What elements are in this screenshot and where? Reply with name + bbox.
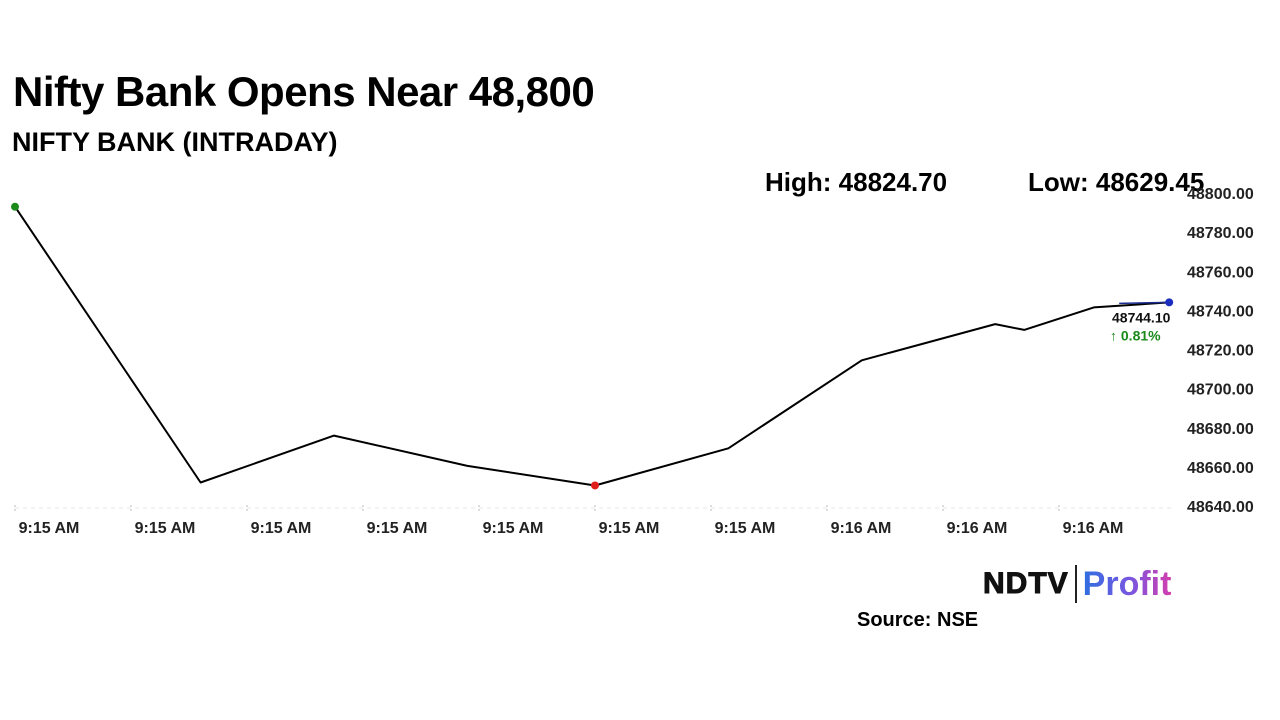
x-tick-label: 9:15 AM [483, 520, 544, 537]
start-point-marker [11, 202, 19, 211]
y-tick-label: 48660.00 [1187, 460, 1254, 477]
last-change-label: ↑ 0.81% [1110, 327, 1161, 343]
chart-title: Nifty Bank Opens Near 48,800 [13, 68, 595, 115]
y-tick-label: 48780.00 [1187, 225, 1254, 242]
logo-profit-text: Profit [1082, 564, 1172, 603]
low-point-marker [591, 481, 599, 490]
source-note: Source: NSE [857, 609, 979, 631]
x-tick-label: 9:15 AM [599, 520, 660, 537]
x-tick-label: 9:15 AM [715, 520, 776, 537]
y-tick-label: 48760.00 [1187, 264, 1254, 281]
chart-subtitle: NIFTY BANK (INTRADAY) [12, 127, 338, 157]
high-stat: High: 48824.70 [765, 167, 948, 197]
logo-divider [1074, 565, 1077, 603]
x-tick-label: 9:15 AM [19, 520, 80, 537]
y-tick-label: 48740.00 [1187, 303, 1254, 320]
price-line [14, 206, 1170, 487]
x-tick-label: 9:15 AM [135, 520, 196, 537]
x-tick-label: 9:15 AM [367, 520, 428, 537]
low-stat: Low: 48629.45 [1028, 167, 1205, 197]
last-point-marker [1165, 298, 1174, 307]
y-tick-label: 48800.00 [1187, 186, 1254, 203]
x-tick-label: 9:16 AM [831, 520, 892, 537]
ndtv-profit-logo: NDTV Profit [983, 564, 1171, 604]
y-tick-label: 48720.00 [1187, 343, 1254, 360]
last-price-label: 48744.10 [1112, 309, 1171, 325]
x-tick-label: 9:16 AM [947, 520, 1008, 537]
y-tick-label: 48640.00 [1187, 499, 1254, 516]
x-tick-label: 9:16 AM [1063, 520, 1124, 537]
y-tick-label: 48680.00 [1187, 421, 1254, 438]
x-tick-label: 9:15 AM [251, 520, 312, 537]
y-tick-label: 48700.00 [1187, 382, 1254, 399]
last-connector [1119, 301, 1170, 305]
logo-ndtv-text: NDTV [983, 567, 1069, 601]
